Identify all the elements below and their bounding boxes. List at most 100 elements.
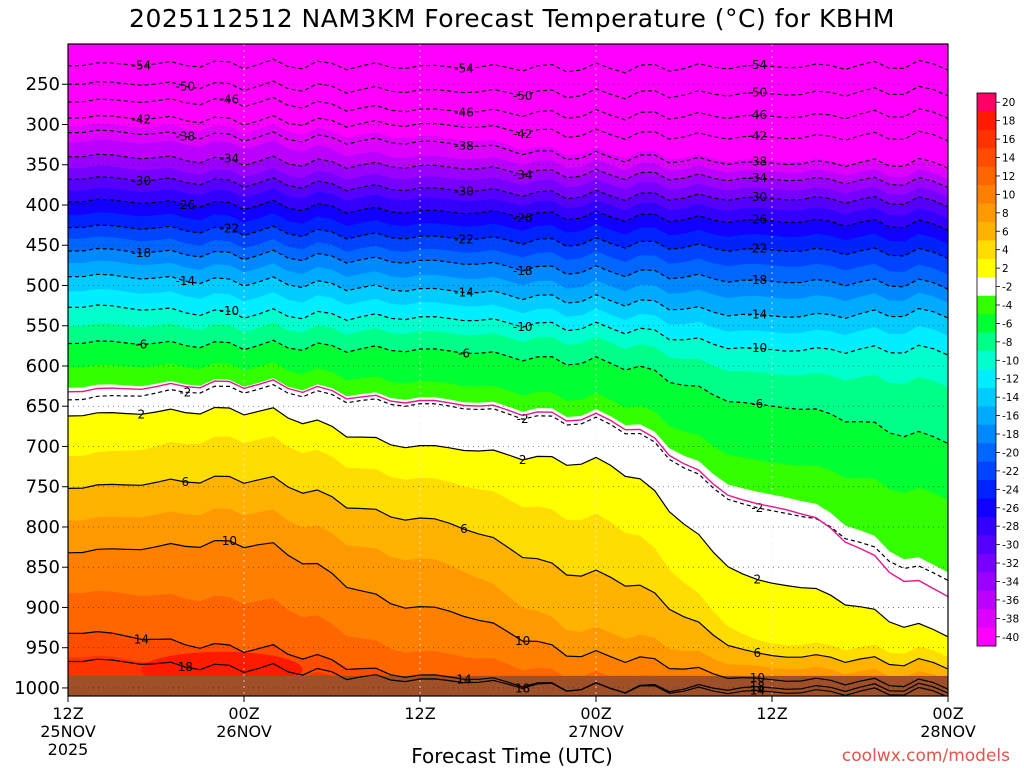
contour-label: -26 [513,211,533,225]
colorbar-label: -4 [1002,300,1013,312]
colorbar-label: 4 [1002,245,1009,257]
contour-line [68,273,948,320]
colorbar-swatch [977,498,996,518]
contour-label: -50 [513,89,533,103]
x-tick-label-date: 26NOV [216,722,272,741]
colorbar-swatch [977,295,996,315]
contour-label: 14 [456,672,471,686]
contour-label: -26 [748,213,768,227]
colorbar-swatch [977,111,996,131]
y-tick-label: 950 [26,638,60,659]
contour-label: 18 [750,680,765,694]
colorbar-label: 18 [1002,116,1015,128]
colorbar: 20 18 16 14 12 10 8 6 4 2 -2 -4 -6 -8 -10 -12 -14 -16 -18 -… [976,92,1019,647]
contour-line [68,658,948,694]
contour-label: -34 [748,171,768,185]
colorbar-swatch [977,351,996,370]
contour-label: -26 [176,198,196,212]
contour-line [68,153,948,189]
colorbar-label: -34 [1002,576,1019,588]
contour-label: -42 [748,129,768,143]
colorbar-swatch [977,166,996,186]
x-tick-label-time: 00Z [580,704,611,723]
contour-line [68,383,948,581]
colorbar-swatch [977,277,996,297]
y-tick-label: 250 [26,74,60,95]
x-tick-label-time: 00Z [228,704,259,723]
colorbar-swatch [977,129,996,149]
colorbar-label: -38 [1002,613,1019,625]
contour-line [68,80,948,100]
contour-label: -10 [513,320,533,334]
contour-label: -2 [517,412,529,426]
contour-line [68,176,948,208]
contour-label: -6 [135,338,147,352]
contour-label: -34 [220,151,240,165]
colorbar-label: -10 [1002,355,1019,367]
contour-label: -54 [132,59,152,73]
contour-line [68,96,948,121]
contour-label: -22 [748,242,768,256]
contour-label: -6 [458,346,470,360]
y-tick-label: 1000 [14,678,60,699]
colorbar-swatch [977,609,996,629]
colorbar-swatch [977,148,996,168]
colorbar-swatch [977,314,996,334]
x-tick-label-time: 00Z [932,704,963,723]
contour-line [68,58,948,74]
contour-label: -42 [513,127,533,141]
colorbar-label: -18 [1002,429,1019,441]
colorbar-swatch [977,203,996,223]
contour-label: -30 [748,190,768,204]
contour-label: -6 [751,397,763,411]
colorbar-swatch [977,480,996,500]
colorbar-swatch [977,461,996,481]
colorbar-swatch [977,535,996,555]
y-tick-label: 550 [26,316,60,337]
colorbar-label: -16 [1002,411,1019,423]
x-tick-label-time: 12Z [52,704,83,723]
chart-title: 2025112512 NAM3KM Forecast Temperature (… [129,4,895,33]
colorbar-label: 10 [1002,189,1015,201]
colorbar-label: -36 [1002,595,1019,607]
contour-label: -54 [454,61,474,75]
colorbar-label: -14 [1002,392,1019,404]
x-tick-label-date: 27NOV [568,722,624,741]
colorbar-label: -20 [1002,447,1019,459]
contour-label: 2 [754,573,762,587]
contour-label: 6 [754,646,762,660]
contour-label: 6 [182,475,190,489]
x-tick-label-date: 25NOV [40,722,96,741]
colorbar-label: 20 [1002,97,1015,109]
colorbar-label: -40 [1002,632,1019,644]
ground-below-surface [68,675,948,696]
plot-frame [67,43,949,697]
x-tick-label-time: 12Z [756,704,787,723]
y-tick-label: 750 [26,477,60,498]
colorbar-label: -28 [1002,521,1019,533]
contour-label: -14 [176,274,196,288]
y-tick-label: 900 [26,597,60,618]
colorbar-label: -26 [1002,503,1019,515]
contour-label: -10 [748,341,768,355]
contour-label: -46 [748,108,768,122]
colorbar-label: -8 [1002,337,1012,349]
contour-label: 2 [519,453,527,467]
contour-line [68,247,948,290]
x-axis-label: Forecast Time (UTC) [411,744,613,768]
colorbar-label: -2 [1002,282,1012,294]
contour-line [68,114,948,142]
contour-label: -30 [132,174,152,188]
contour-line [68,129,948,169]
credit-text: coolwx.com/models [841,746,1010,766]
x-tick-label-date: 28NOV [920,722,976,741]
colorbar-label: -32 [1002,558,1019,570]
colorbar-label: -24 [1002,484,1019,496]
y-tick-label: 350 [26,155,60,176]
contour-line [68,630,947,696]
colorbar-swatch [977,572,996,592]
y-tick-label: 600 [26,356,60,377]
colorbar-label: -30 [1002,540,1019,552]
